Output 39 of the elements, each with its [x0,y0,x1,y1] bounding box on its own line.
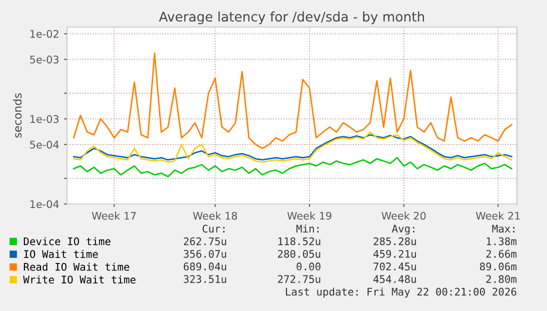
text: 2.66m [486,250,516,258]
legend-label: Write IO Wait time [23,275,136,284]
y-tick-label: 1e-03 [30,115,59,123]
y-tick-label: 5e-04 [30,140,59,149]
y-tick-label: 5e-03 [30,56,59,64]
text: Last update: Fri May 22 00:21:00 2026 [286,288,516,298]
legend-label: Device IO time [24,237,110,246]
text: 323.51u [184,275,226,284]
text: 272.75u [278,275,320,284]
text: 118.52u [278,237,320,246]
text: 702.45u [374,262,416,270]
line-series [73,156,512,178]
text: Max: [492,224,514,233]
text: Cur: [202,224,225,233]
line-series [73,52,512,150]
text: 454.48u [373,275,416,284]
x-tick-label: Week 21 [476,212,520,220]
text: 459.21u [373,250,416,258]
y-tick-label: 1e-02 [30,30,58,38]
text: 1.38m [486,237,516,246]
legend-label: Read IO Wait time [24,262,130,271]
x-tick-label: Week 18 [193,212,238,220]
text: 285.28u [374,237,416,246]
legend-label: IO Wait time [24,250,98,258]
text: 689.04u [184,262,226,270]
text: 89.06m [480,262,516,270]
x-tick-label: Week 17 [92,212,136,220]
y-axis-title: seconds [13,93,22,138]
y-tick-label: 1e-04 [30,200,59,208]
text: 2.80m [486,275,516,284]
text: Avg: [392,224,414,235]
x-tick-label: Week 19 [287,212,332,220]
x-tick-label: Week 20 [382,212,426,220]
text: Min: [296,224,319,232]
text: 0.00 [296,262,320,270]
text: 262.75u [184,237,226,246]
text: 280.05u [278,250,320,258]
chart-title: Average latency for /dev/sda - by month [158,11,424,24]
text: 356.07u [184,250,226,258]
